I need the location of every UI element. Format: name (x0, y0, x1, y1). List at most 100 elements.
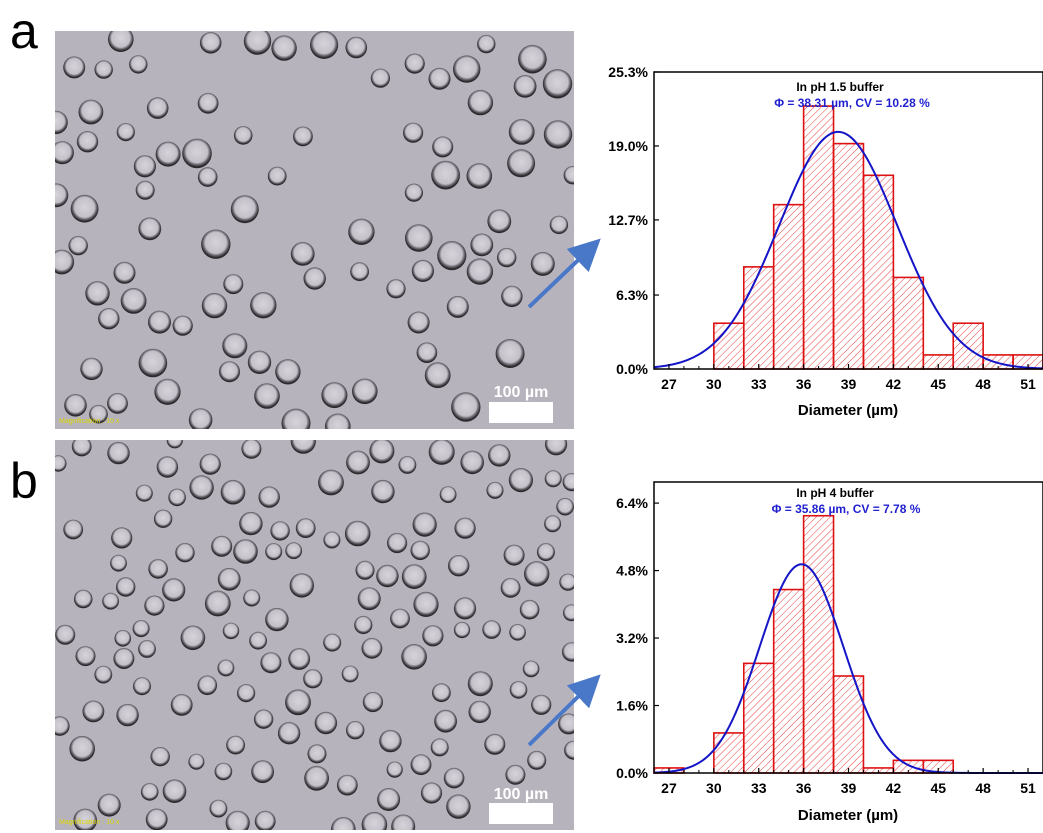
bead (527, 750, 547, 770)
bead (153, 509, 173, 528)
bead (434, 709, 457, 733)
bead (404, 53, 425, 74)
bead (145, 808, 168, 830)
bead (285, 542, 303, 560)
bead (239, 511, 263, 536)
bead (376, 564, 399, 588)
bead (70, 194, 99, 223)
bead (467, 671, 493, 697)
plot-area-a: 27 30 33 36 39 42 45 48 51 0.0% 6.3% 12.7% 19.0% 25.3… (608, 64, 1043, 392)
bead (175, 543, 195, 563)
bead (133, 677, 151, 696)
bead (197, 92, 219, 114)
x-tick-label: 51 (1020, 376, 1036, 392)
arrow-a (527, 238, 601, 309)
bead (386, 761, 403, 778)
bead (352, 378, 378, 405)
bead (562, 642, 574, 662)
bead (325, 413, 351, 429)
bead (454, 517, 476, 539)
x-tick-label: 30 (706, 780, 722, 796)
bead (412, 512, 437, 537)
bead (323, 633, 342, 652)
bead (562, 473, 574, 492)
bead (162, 779, 187, 803)
bead (431, 160, 460, 190)
bead (468, 700, 491, 724)
bead (361, 637, 383, 659)
bead (188, 753, 205, 770)
bead (398, 456, 417, 474)
y-tick-label: 12.7% (608, 212, 648, 228)
bead (220, 479, 246, 505)
magnification-label-a: Magnification : 10 x (59, 418, 120, 425)
bead (281, 408, 311, 429)
bead (428, 440, 455, 465)
x-axis-label-b: Diameter (µm) (798, 807, 898, 824)
bead (243, 589, 261, 607)
histogram-b: 27 30 33 36 39 42 45 48 51 0.0% 1.6% 3.2% 4.8% 6.4% I… (590, 467, 1043, 833)
bead (411, 259, 434, 282)
bead (336, 774, 358, 796)
bead (543, 120, 573, 149)
y-tick-label: 6.3% (616, 287, 648, 303)
bead (437, 241, 467, 271)
bead (116, 703, 139, 727)
bead (129, 55, 148, 74)
beads-a (55, 31, 574, 429)
bead (405, 224, 433, 252)
bead (230, 195, 259, 224)
bead (545, 440, 568, 456)
bead (404, 183, 423, 202)
bead (237, 684, 256, 703)
bead (107, 441, 130, 465)
bead (78, 99, 104, 125)
x-tick-label: 45 (930, 780, 946, 796)
bead (154, 378, 181, 405)
bead (544, 515, 562, 533)
bead (133, 155, 156, 178)
bead (424, 362, 451, 389)
bead (558, 713, 574, 735)
bead (267, 166, 287, 186)
histogram-bar (832, 142, 865, 370)
bead (116, 123, 135, 142)
histogram-bar (802, 514, 835, 774)
bead (354, 615, 373, 635)
x-tick-label: 30 (706, 376, 722, 392)
bead (443, 767, 465, 789)
bead (260, 652, 282, 674)
bead (94, 60, 113, 79)
x-tick-label: 39 (841, 376, 857, 392)
bead (63, 519, 84, 540)
bead (135, 180, 155, 200)
bead (357, 587, 381, 611)
bead (63, 56, 86, 79)
magnification-label-b: Magnification : 10 x (59, 819, 120, 826)
bead (233, 539, 258, 564)
bead (524, 561, 550, 587)
bead (258, 486, 280, 508)
bead (522, 660, 540, 678)
bead (146, 97, 169, 119)
bead (362, 691, 383, 713)
bead (250, 292, 277, 319)
bead (114, 630, 132, 647)
bead (346, 450, 370, 475)
bead (331, 817, 356, 830)
bead (410, 754, 432, 776)
bead (73, 589, 93, 609)
bead (318, 469, 344, 496)
panel-letter-a: a (10, 3, 38, 59)
bead (307, 744, 327, 764)
bead (453, 597, 477, 620)
bead (420, 782, 443, 804)
bead (508, 119, 535, 145)
bead (162, 578, 186, 602)
bead (341, 665, 359, 683)
bead (467, 89, 494, 116)
chart-title-b: In pH 4 buffer (796, 486, 874, 500)
bead (495, 339, 525, 368)
bead (314, 711, 338, 735)
